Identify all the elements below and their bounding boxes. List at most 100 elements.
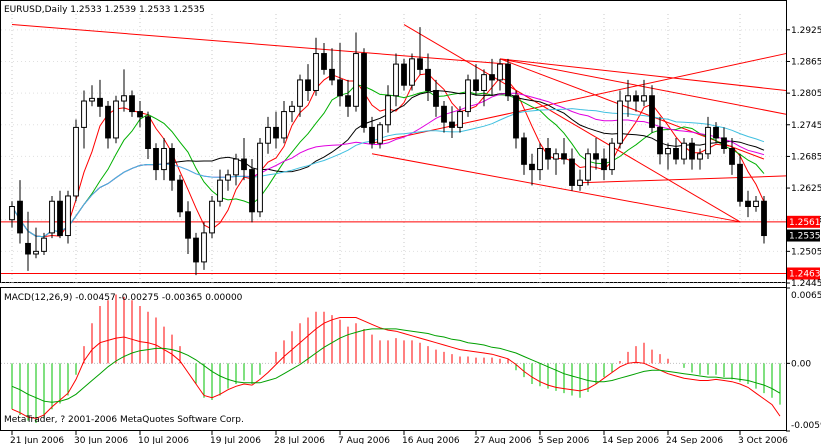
candle	[201, 222, 207, 270]
candle-body	[561, 153, 567, 160]
candle-body	[401, 63, 407, 86]
candle-body	[641, 95, 647, 102]
candle	[753, 195, 759, 212]
candle	[353, 32, 359, 112]
candle-body	[289, 105, 295, 113]
candle	[425, 53, 431, 102]
time-tick-label: 16 Aug 2006	[402, 436, 460, 444]
candle-body	[713, 126, 719, 139]
candle	[49, 195, 55, 239]
candle	[337, 43, 343, 107]
price-label-text: 1.2463	[789, 270, 821, 280]
candle	[25, 211, 31, 271]
candle	[313, 37, 319, 96]
candle-body	[441, 105, 447, 123]
candle-body	[313, 53, 319, 91]
candle-body	[721, 137, 727, 149]
candle	[345, 79, 351, 117]
trendline	[371, 53, 787, 144]
candle	[185, 201, 191, 254]
candle-body	[665, 148, 671, 155]
candle-body	[281, 111, 287, 139]
time-tick-label: 24 Sep 2006	[666, 436, 723, 444]
candle	[457, 106, 463, 133]
time-tick-label: 7 Aug 2006	[338, 436, 390, 444]
candle	[65, 190, 71, 244]
candle-body	[457, 111, 463, 128]
candle-body	[209, 200, 215, 234]
candle-body	[97, 97, 103, 107]
candle-body	[609, 142, 615, 171]
candle	[433, 79, 439, 117]
candle	[41, 232, 47, 256]
candle	[217, 169, 223, 207]
candle-body	[521, 137, 527, 165]
candle-body	[673, 148, 679, 160]
candle-body	[33, 250, 39, 255]
candle	[137, 101, 143, 128]
candle	[153, 143, 159, 181]
candle	[409, 53, 415, 91]
candle-body	[569, 158, 575, 186]
time-tick-label: 3 Oct 2006	[738, 436, 788, 444]
price-label-box	[787, 229, 820, 242]
candle	[513, 90, 519, 149]
candle	[361, 48, 367, 133]
candle	[225, 169, 231, 191]
candle-body	[385, 95, 391, 126]
candle-body	[297, 79, 303, 107]
trendline	[403, 24, 741, 223]
candle	[465, 74, 471, 117]
candle-body	[225, 174, 231, 181]
candle	[721, 127, 727, 154]
candle	[193, 232, 199, 276]
candle	[577, 169, 583, 191]
candle	[633, 90, 639, 112]
price-label-box	[787, 267, 820, 280]
price-tick-label: 1.2445	[791, 279, 821, 289]
candle	[761, 195, 767, 244]
candle	[473, 64, 479, 96]
candle-body	[729, 148, 735, 165]
candle-body	[273, 126, 279, 139]
time-tick-label: 5 Sep 2006	[538, 436, 590, 444]
candle	[257, 137, 263, 218]
candle-body	[185, 211, 191, 239]
candle-body	[529, 163, 535, 171]
candle	[617, 90, 623, 149]
trendline	[11, 24, 509, 65]
candle-body	[497, 63, 503, 81]
candle-body	[233, 158, 239, 176]
candle-body	[345, 95, 351, 107]
main-chart-title: EURUSD,Daily 1.2533 1.2539 1.2533 1.2535	[4, 5, 205, 15]
candle	[249, 159, 255, 223]
candle-body	[249, 169, 255, 213]
candle	[497, 58, 503, 91]
candle-body	[337, 79, 343, 97]
candle	[689, 137, 695, 170]
candle	[737, 153, 743, 207]
time-tick-label: 30 Jun 2006	[74, 436, 128, 444]
price-label-box	[787, 215, 820, 228]
price-labels: 1.2561 1.2535 1.2463	[787, 215, 821, 280]
macd-lines	[11, 317, 781, 419]
time-tick-label: 28 Jul 2006	[274, 436, 325, 444]
candle-body	[505, 63, 511, 97]
candle	[601, 148, 607, 181]
candle-body	[481, 74, 487, 91]
candle	[289, 101, 295, 123]
candle-body	[577, 179, 583, 186]
candle	[105, 101, 111, 149]
candle-body	[689, 142, 695, 160]
candle	[169, 143, 175, 191]
candle	[265, 116, 271, 154]
price-tick-label: 1.2865	[791, 57, 821, 67]
candle	[697, 148, 703, 170]
candle	[505, 58, 511, 102]
candle-body	[737, 163, 743, 202]
candle	[489, 58, 495, 96]
candle-body	[545, 148, 551, 160]
candle	[609, 137, 615, 175]
macd-tick-label: 0.00657	[791, 291, 821, 301]
